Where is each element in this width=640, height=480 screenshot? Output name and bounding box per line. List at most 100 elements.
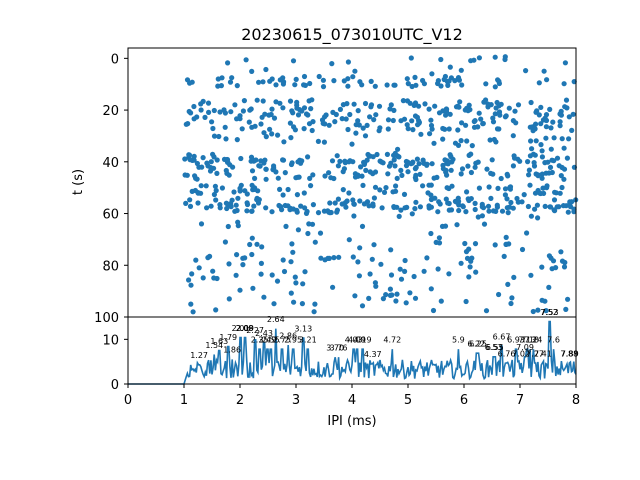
scatter-point xyxy=(269,272,275,278)
scatter-point xyxy=(253,157,259,163)
scatter-point xyxy=(249,68,255,74)
scatter-point xyxy=(229,75,235,81)
scatter-point xyxy=(569,127,575,133)
scatter-point xyxy=(392,163,398,169)
scatter-point xyxy=(417,204,423,210)
scatter-point xyxy=(562,259,568,266)
raster-scatter-panel: 0 20 40 60 80 100 t (s) xyxy=(71,47,579,326)
ipi-peak-label: 7.52 xyxy=(540,308,558,317)
scatter-point xyxy=(519,199,525,205)
ipi-peak-label: 1.86 xyxy=(223,346,241,355)
ipi-peak-label: 3.70 xyxy=(326,344,344,353)
scatter-point xyxy=(503,241,509,247)
scatter-point xyxy=(371,195,377,201)
scatter-point xyxy=(390,117,396,124)
scatter-point xyxy=(301,73,308,80)
scatter-point xyxy=(255,188,261,194)
ipi-peak-label: 1.27 xyxy=(190,351,208,360)
scatter-point xyxy=(427,131,433,137)
scatter-point xyxy=(190,309,196,315)
scatter-point xyxy=(308,106,314,112)
scatter-point xyxy=(252,175,258,181)
scatter-point xyxy=(526,172,532,178)
scatter-point xyxy=(539,264,545,270)
scatter-point xyxy=(188,282,194,288)
scatter-point xyxy=(442,157,448,163)
scatter-point xyxy=(403,300,409,306)
scatter-point xyxy=(225,223,231,230)
scatter-point xyxy=(310,172,316,178)
scatter-point xyxy=(393,298,399,304)
scatter-point xyxy=(401,191,408,197)
scatter-point xyxy=(276,202,282,209)
scatter-point xyxy=(371,242,377,248)
scatter-point xyxy=(191,116,197,122)
scatter-point xyxy=(188,110,194,116)
scatter-point xyxy=(300,281,306,287)
scatter-point xyxy=(549,157,555,163)
scatter-point xyxy=(219,75,225,81)
scatter-point xyxy=(546,284,552,290)
scatter-point xyxy=(360,182,366,188)
scatter-point xyxy=(503,234,509,240)
scatter-point xyxy=(330,284,336,290)
scatter-point xyxy=(327,200,333,206)
scatter-point xyxy=(404,76,410,82)
scatter-point xyxy=(355,118,361,124)
scatter-point xyxy=(543,135,549,141)
scatter-point xyxy=(268,111,274,118)
scatter-point xyxy=(198,221,205,227)
scatter-point xyxy=(523,68,529,74)
scatter-point xyxy=(404,122,410,128)
scatter-point xyxy=(242,188,248,194)
scatter-point xyxy=(283,223,289,229)
scatter-point xyxy=(226,261,232,267)
ipi-peak-label: 6.53 xyxy=(485,343,503,352)
scatter-point xyxy=(226,172,232,178)
scatter-point xyxy=(458,67,464,73)
scatter-point xyxy=(280,257,286,263)
scatter-point xyxy=(475,159,481,165)
scatter-point xyxy=(301,126,307,132)
scatter-point xyxy=(288,259,294,265)
scatter-point xyxy=(349,141,355,147)
scatter-point xyxy=(513,120,519,126)
scatter-point xyxy=(247,107,253,113)
scatter-point xyxy=(422,101,428,107)
scatter-point xyxy=(388,102,394,108)
scatter-point xyxy=(508,199,514,206)
scatter-point xyxy=(353,130,359,136)
scatter-point xyxy=(223,200,229,206)
ipi-peak-label: 4.37 xyxy=(364,350,382,359)
scatter-point xyxy=(476,55,482,61)
scatter-point xyxy=(432,103,438,109)
scatter-point xyxy=(315,210,322,216)
scatter-point xyxy=(238,155,244,162)
scatter-point xyxy=(410,127,416,133)
scatter-point xyxy=(424,161,430,167)
scatter-point xyxy=(526,167,533,173)
ipi-peak-label: 5.9 xyxy=(452,335,465,344)
scatter-point xyxy=(454,222,460,228)
scatter-point xyxy=(466,274,472,280)
ipi-x-tick-label: 0 xyxy=(124,393,132,408)
scatter-point xyxy=(478,116,484,122)
scatter-point xyxy=(258,271,264,277)
scatter-point xyxy=(343,204,349,210)
scatter-point xyxy=(370,171,376,177)
scatter-point xyxy=(290,58,297,64)
scatter-point xyxy=(351,213,357,219)
scatter-point xyxy=(195,200,201,206)
scatter-point xyxy=(456,202,462,208)
scatter-point xyxy=(372,83,378,89)
scatter-point xyxy=(380,296,386,302)
scatter-point xyxy=(262,111,268,117)
ipi-peak-label: 7.6 xyxy=(547,335,560,344)
scatter-point xyxy=(226,296,232,302)
scatter-point xyxy=(249,251,255,258)
scatter-point xyxy=(538,104,544,110)
scatter-point xyxy=(196,265,202,271)
scatter-point xyxy=(291,124,297,130)
scatter-point xyxy=(532,190,539,196)
scatter-point xyxy=(271,301,277,307)
